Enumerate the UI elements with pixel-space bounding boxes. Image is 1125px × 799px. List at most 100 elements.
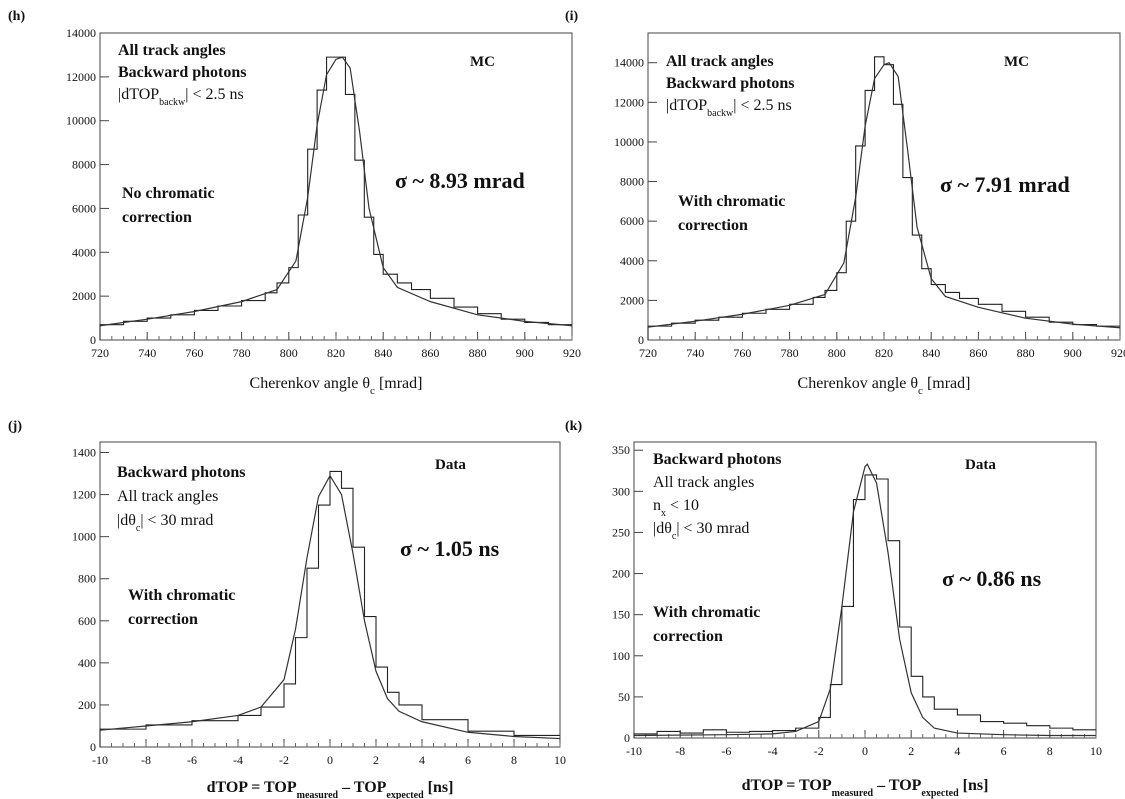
annotation-line: All track angles xyxy=(117,488,218,505)
y-tick-label: 0 xyxy=(624,731,630,745)
x-axis-label: dTOP = TOPmeasured – TOPexpected [ns] xyxy=(207,779,454,799)
histogram-series xyxy=(633,474,1096,738)
y-tick-label: 8000 xyxy=(72,158,96,172)
chromatic-note: With chromatic xyxy=(678,193,785,210)
x-tick-label: -10 xyxy=(626,744,642,758)
annotation-line: All track angles xyxy=(653,474,754,491)
x-tick-label: -6 xyxy=(187,753,197,767)
y-tick-label: 2000 xyxy=(72,289,96,303)
x-tick-label: 10 xyxy=(1090,744,1102,758)
x-tick-label: 8 xyxy=(511,753,517,767)
x-tick-label: 6 xyxy=(465,753,471,767)
panel-label: (i) xyxy=(565,9,579,24)
annotation-line: All track angles xyxy=(666,53,774,70)
x-tick-label: 880 xyxy=(1017,346,1035,360)
y-tick-label: 350 xyxy=(612,443,630,457)
y-tick-label: 400 xyxy=(78,656,96,670)
y-tick-label: 600 xyxy=(78,614,96,628)
y-tick-label: 150 xyxy=(612,608,630,622)
x-tick-label: 720 xyxy=(639,346,657,360)
x-tick-label: 800 xyxy=(280,346,298,360)
x-axis-label: Cherenkov angle θc [mrad] xyxy=(798,375,971,397)
panel-label: (h) xyxy=(8,9,25,24)
panel-label: (k) xyxy=(565,419,582,434)
y-tick-label: 1400 xyxy=(72,446,96,460)
y-tick-label: 50 xyxy=(618,690,630,704)
y-tick-label: 0 xyxy=(638,333,644,347)
annotation-line: Backward photons xyxy=(117,464,245,481)
fit-curve xyxy=(633,463,1096,737)
annotation-line: Backward photons xyxy=(118,64,246,81)
y-tick-label: 200 xyxy=(78,698,96,712)
x-tick-label: 4 xyxy=(419,753,425,767)
y-tick-label: 0 xyxy=(90,333,96,347)
x-tick-label: -6 xyxy=(721,744,731,758)
x-tick-label: 900 xyxy=(516,346,534,360)
y-tick-label: 200 xyxy=(612,567,630,581)
x-tick-label: 840 xyxy=(922,346,940,360)
y-tick-label: 800 xyxy=(78,572,96,586)
chromatic-note: With chromatic xyxy=(128,587,235,604)
annotation-line: nx < 10 xyxy=(653,497,699,519)
source-tag: MC xyxy=(1004,54,1029,70)
x-tick-label: 920 xyxy=(563,346,581,360)
x-tick-label: 780 xyxy=(781,346,799,360)
x-tick-label: -2 xyxy=(279,753,289,767)
x-tick-label: 840 xyxy=(374,346,392,360)
x-tick-label: 860 xyxy=(969,346,987,360)
x-tick-label: 920 xyxy=(1111,346,1125,360)
x-tick-label: 780 xyxy=(233,346,251,360)
panel-i: (i) 720 740 760 780 800 820 840 860 880 900 920 0 200… xyxy=(565,9,1125,397)
x-tick-label: 10 xyxy=(554,753,566,767)
x-tick-label: 860 xyxy=(421,346,439,360)
x-tick-label: 900 xyxy=(1064,346,1082,360)
x-tick-label: 820 xyxy=(875,346,893,360)
x-tick-label: -2 xyxy=(814,744,824,758)
annotation-line: |dθc| < 30 mrad xyxy=(653,520,749,542)
y-tick-label: 2000 xyxy=(620,293,644,307)
x-tick-label: 0 xyxy=(862,744,868,758)
annotation-line: All track angles xyxy=(118,42,226,59)
x-tick-label: 2 xyxy=(373,753,379,767)
x-tick-label: 720 xyxy=(91,346,109,360)
y-tick-label: 14000 xyxy=(66,26,96,40)
x-tick-label: -10 xyxy=(92,753,108,767)
y-tick-label: 250 xyxy=(612,525,630,539)
histogram-series xyxy=(99,470,560,747)
chromatic-note: correction xyxy=(122,209,192,226)
x-tick-label: 0 xyxy=(327,753,333,767)
chromatic-note: correction xyxy=(653,628,723,645)
y-tick-label: 0 xyxy=(90,740,96,754)
fit-curve xyxy=(99,56,573,327)
panel-label: (j) xyxy=(8,419,22,434)
x-tick-label: 740 xyxy=(138,346,156,360)
x-tick-label: 760 xyxy=(733,346,751,360)
annotation-line: Backward photons xyxy=(666,75,794,92)
y-tick-label: 6000 xyxy=(620,214,644,228)
x-tick-label: -4 xyxy=(233,753,243,767)
annotation-line: |dθc| < 30 mrad xyxy=(117,512,213,534)
x-tick-label: 880 xyxy=(469,346,487,360)
y-tick-label: 6000 xyxy=(72,201,96,215)
y-tick-label: 10000 xyxy=(614,135,644,149)
sigma-label: σ ~ 7.91 mrad xyxy=(940,172,1070,197)
x-tick-label: 800 xyxy=(828,346,846,360)
panel-j: (j) -10 -8 -6 -4 -2 0 2 4 6 8 10 0 200 400 600 800 1000 12… xyxy=(8,419,566,799)
x-axis-label: dTOP = TOPmeasured – TOPexpected [ns] xyxy=(742,777,989,799)
source-tag: Data xyxy=(435,457,466,473)
annotation-line: |dTOPbackw| < 2.5 ns xyxy=(118,86,244,108)
panel-h: (h) 720 740 760 780 800 820 840 860 880 900 920 0 200… xyxy=(8,9,581,397)
sigma-label: σ ~ 1.05 ns xyxy=(400,536,500,561)
y-tick-label: 14000 xyxy=(614,56,644,70)
x-tick-label: 8 xyxy=(1047,744,1053,758)
sigma-label: σ ~ 0.86 ns xyxy=(942,566,1042,591)
annotation-line: Backward photons xyxy=(653,451,781,468)
chromatic-note: No chromatic xyxy=(122,185,215,202)
source-tag: Data xyxy=(965,457,996,473)
x-tick-label: -8 xyxy=(141,753,151,767)
fit-curve xyxy=(99,474,561,740)
source-tag: MC xyxy=(470,54,495,70)
x-tick-label: -4 xyxy=(768,744,778,758)
chromatic-note: correction xyxy=(128,611,198,628)
